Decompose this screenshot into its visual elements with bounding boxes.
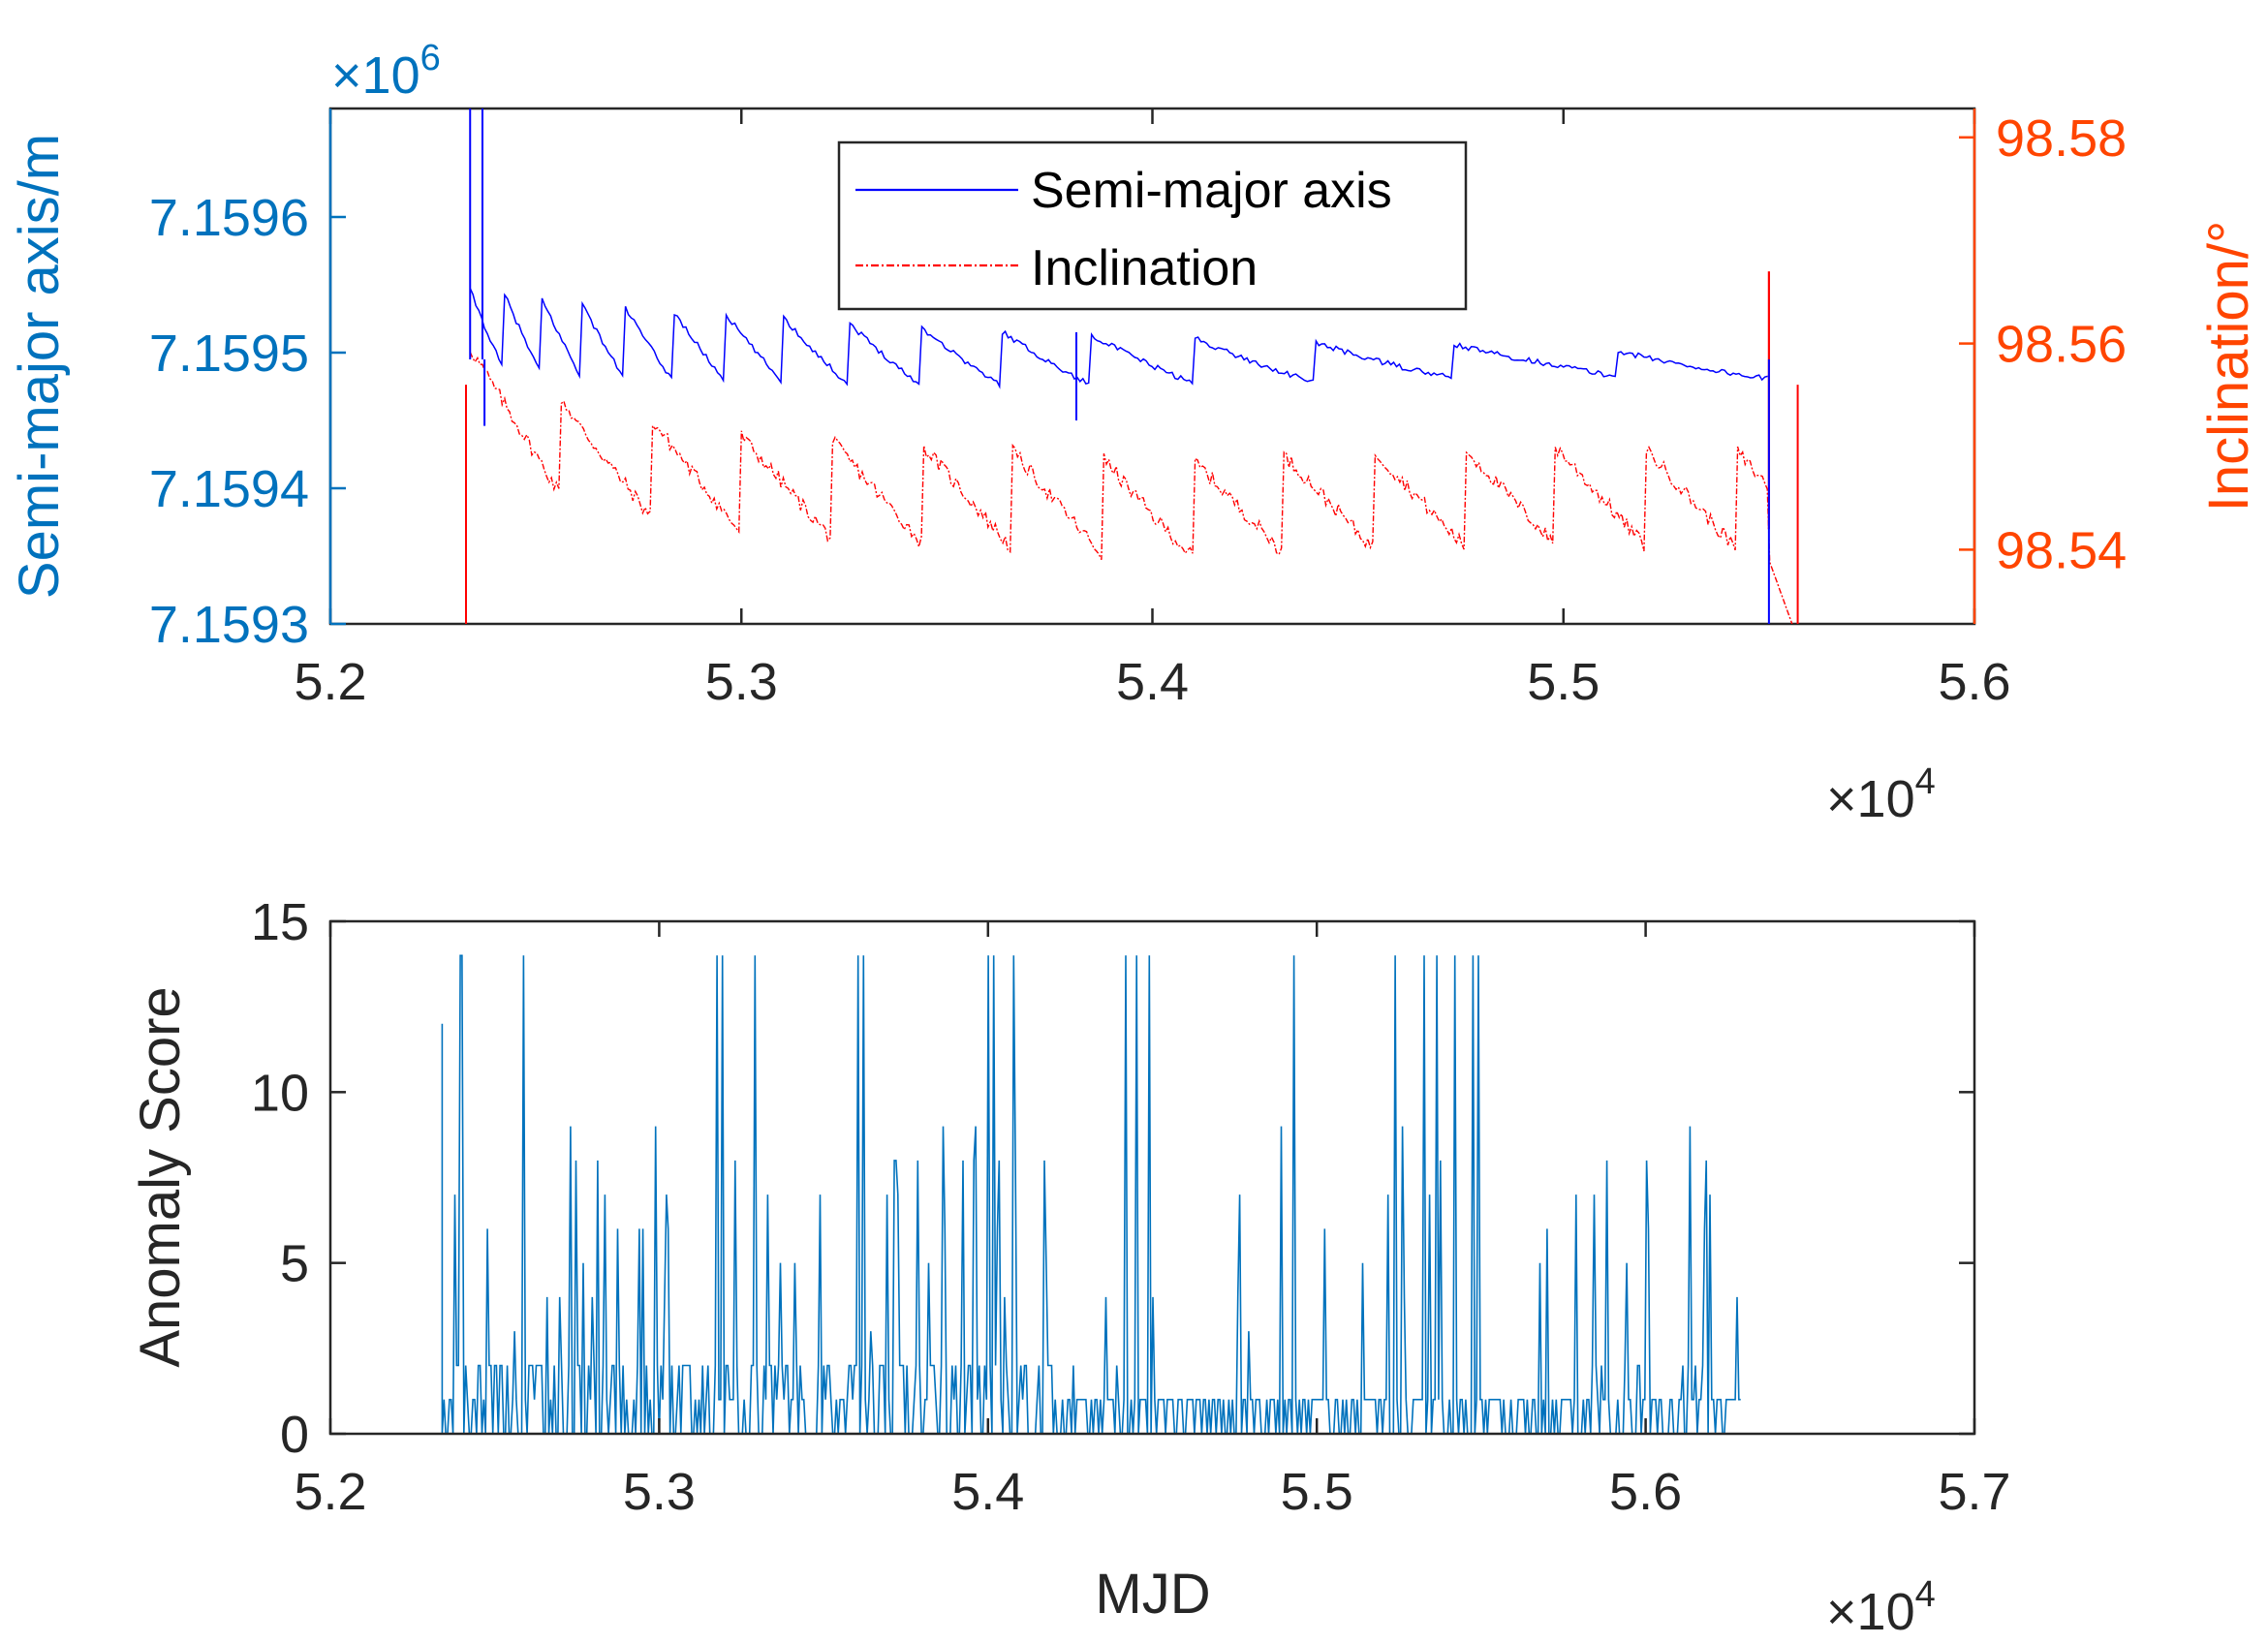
legend-semi-major-label: Semi-major axis bbox=[1031, 163, 1392, 219]
top-x-tick-label: 5.6 bbox=[1938, 653, 2010, 711]
top-x-tick-label: 5.5 bbox=[1527, 653, 1600, 711]
bottom-x-tick-label: 5.2 bbox=[294, 1463, 366, 1521]
semi-major-axis-line bbox=[469, 288, 1768, 389]
bottom-y-axis-ticks: 0 5 10 15 bbox=[251, 893, 1974, 1464]
top-left-y-exponent: ×106 bbox=[331, 38, 441, 105]
semi-major-axis-ylabel: Semi-major axis/m bbox=[8, 134, 71, 599]
bottom-x-tick-label: 5.7 bbox=[1938, 1463, 2010, 1521]
bottom-x-exponent-base: ×10 bbox=[1826, 1583, 1915, 1641]
top-right-y-tick-label: 98.54 bbox=[1996, 521, 2127, 579]
top-x-tick-label: 5.3 bbox=[705, 653, 778, 711]
top-right-y-axis-ticks: 98.54 98.56 98.58 bbox=[1959, 109, 2127, 579]
top-x-exponent: ×104 bbox=[1826, 761, 1936, 828]
mjd-xlabel: MJD bbox=[1095, 1563, 1210, 1626]
bottom-x-tick-label: 5.4 bbox=[951, 1463, 1024, 1521]
anomaly-score-line bbox=[441, 954, 1741, 1435]
bottom-y-tick-label: 15 bbox=[251, 893, 309, 951]
legend-inclination-label: Inclination bbox=[1031, 240, 1258, 296]
bottom-plot-frame bbox=[328, 919, 1976, 1436]
top-x-tick-label: 5.4 bbox=[1116, 653, 1189, 711]
top-x-tick-label: 5.2 bbox=[294, 653, 366, 711]
top-left-y-tick-label: 7.1595 bbox=[149, 325, 309, 383]
inclination-line bbox=[469, 352, 1793, 624]
top-right-y-tick-label: 98.56 bbox=[1996, 316, 2127, 374]
svg-text:×104: ×104 bbox=[1826, 761, 1936, 828]
svg-text:×106: ×106 bbox=[331, 38, 441, 105]
bottom-x-exponent-power: 4 bbox=[1915, 1574, 1936, 1615]
top-left-y-axis-ticks: 7.1593 7.1594 7.1595 7.1596 bbox=[149, 189, 346, 654]
top-x-exponent-base: ×10 bbox=[1826, 770, 1915, 828]
anomaly-series-layer bbox=[441, 954, 1741, 1435]
semi-major-inclination-plot: 5.2 5.3 5.4 5.5 5.6 7.1593 7.1594 7.1595 7.1596… bbox=[8, 38, 2260, 828]
bottom-x-exponent: ×104 bbox=[1826, 1574, 1936, 1641]
bottom-x-tick-label: 5.3 bbox=[623, 1463, 696, 1521]
top-right-y-tick-label: 98.58 bbox=[1996, 109, 2127, 168]
inclination-ylabel: Inclination/° bbox=[2197, 221, 2260, 512]
bottom-x-tick-label: 5.5 bbox=[1281, 1463, 1353, 1521]
top-left-y-tick-label: 7.1594 bbox=[149, 460, 309, 518]
top-y-exponent-power: 6 bbox=[420, 38, 441, 78]
top-x-exponent-power: 4 bbox=[1915, 761, 1936, 802]
bottom-x-tick-label: 5.6 bbox=[1609, 1463, 1682, 1521]
bottom-y-tick-label: 5 bbox=[280, 1235, 309, 1293]
legend: Semi-major axis Inclination bbox=[837, 140, 1468, 311]
bottom-y-tick-label: 10 bbox=[251, 1064, 309, 1122]
anomaly-ylabel: Anomaly Score bbox=[129, 986, 192, 1367]
top-series-layer bbox=[465, 109, 1799, 624]
legend-box bbox=[837, 140, 1468, 311]
svg-text:×104: ×104 bbox=[1826, 1574, 1936, 1641]
bottom-x-axis-ticks: 5.2 5.3 5.4 5.5 5.6 5.7 bbox=[294, 921, 2011, 1521]
top-left-y-tick-label: 7.1593 bbox=[149, 596, 309, 654]
top-y-exponent-base: ×10 bbox=[331, 47, 420, 105]
bottom-y-tick-label: 0 bbox=[280, 1406, 309, 1464]
top-left-y-tick-label: 7.1596 bbox=[149, 189, 309, 247]
